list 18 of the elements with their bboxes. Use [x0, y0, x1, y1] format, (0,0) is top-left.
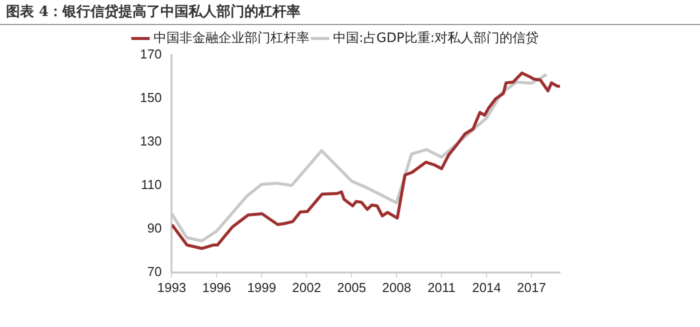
chart-title: 图表 4：银行信贷提高了中国私人部门的杠杆率	[6, 3, 301, 21]
x-tick-label: 2002	[292, 280, 322, 295]
x-tick-label: 1996	[202, 280, 232, 295]
x-tick-label: 2005	[337, 280, 366, 295]
legend-label: 中国非金融企业部门杠杆率	[154, 30, 310, 46]
y-tick-label: 90	[147, 220, 162, 236]
y-tick-label: 150	[140, 90, 162, 106]
x-tick-label: 2014	[472, 280, 501, 295]
x-tick-label: 2011	[428, 280, 456, 295]
y-tick-label: 110	[140, 177, 162, 192]
y-tick-label: 130	[140, 134, 162, 149]
y-tick-label: 170	[140, 46, 162, 62]
y-tick-label: 70	[147, 264, 162, 279]
x-tick-label: 1993	[157, 280, 186, 295]
x-tick-label: 1999	[247, 280, 276, 295]
x-tick-label: 2008	[382, 280, 412, 295]
x-tick-label: 2017	[517, 280, 546, 295]
legend-label: 中国:占GDP比重:对私人部门的信贷	[333, 30, 539, 46]
